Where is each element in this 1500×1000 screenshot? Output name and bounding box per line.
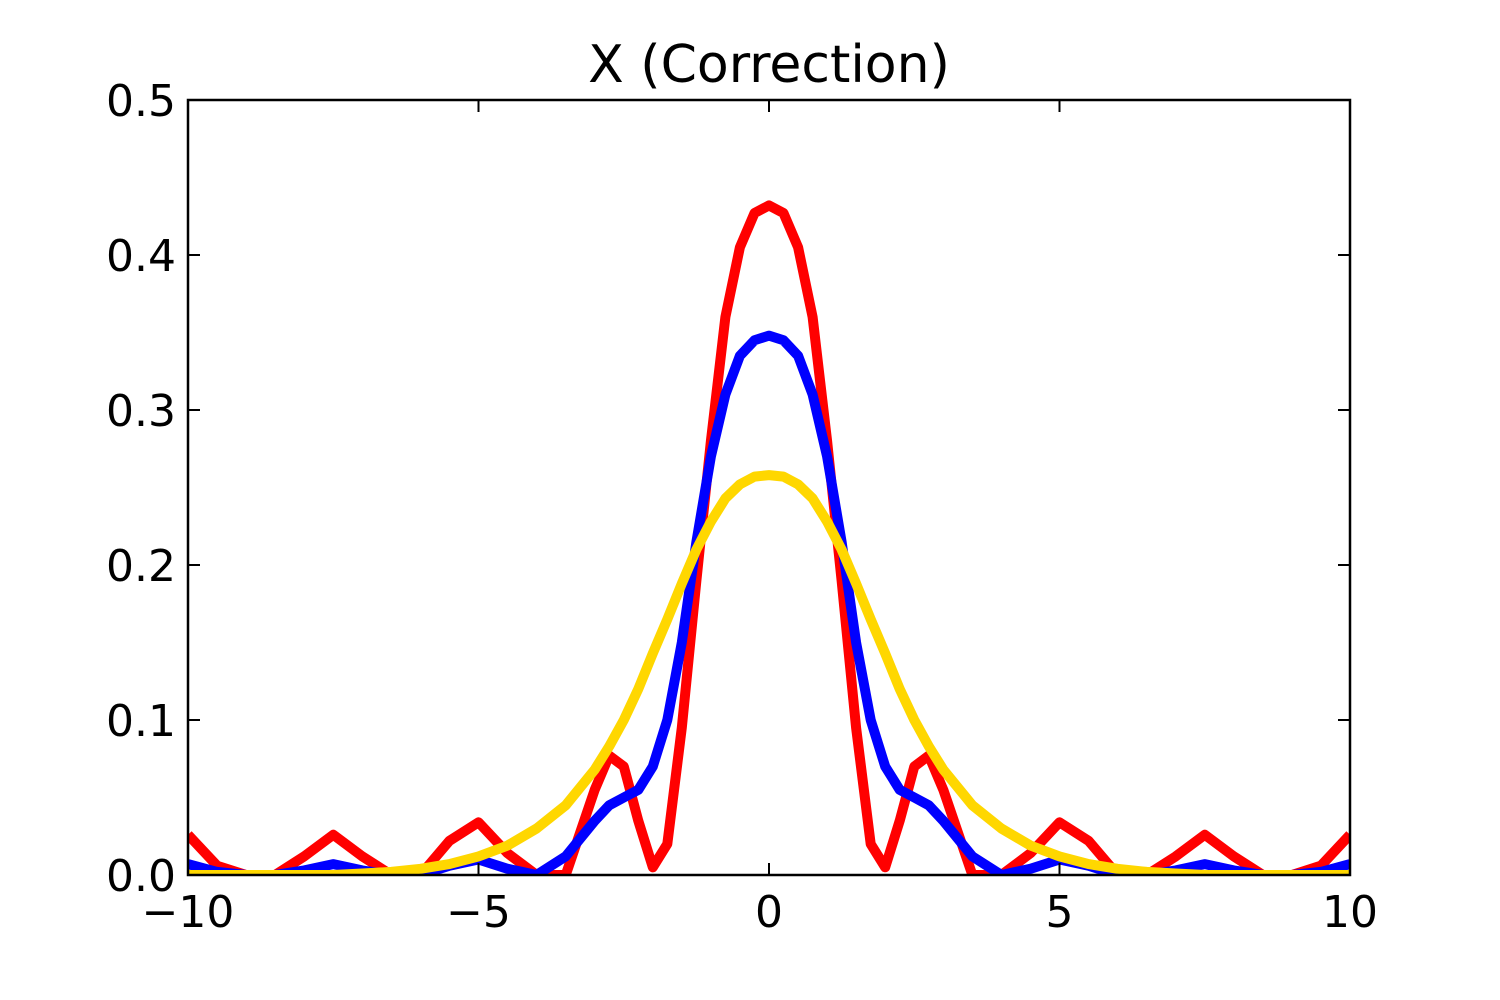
y-tick-label: 0.5 xyxy=(106,76,176,127)
series-line-1 xyxy=(188,200,1350,875)
x-tick-label: −5 xyxy=(446,887,511,938)
x-tick-label: −10 xyxy=(142,887,235,938)
y-tick-label: 0.3 xyxy=(106,386,176,437)
plot-frame xyxy=(186,98,1352,877)
ticks-layer xyxy=(187,99,1351,876)
series-layer xyxy=(188,200,1350,875)
tick-labels: −10 −5 0 5 10 0.0 0.1 0.2 0.3 0.4 0.5 xyxy=(106,76,1378,938)
x-tick-label: 0 xyxy=(755,887,783,938)
x-tick-label: 5 xyxy=(1046,887,1074,938)
chart-title: X (Correction) xyxy=(588,35,950,95)
y-tick-label: 0.4 xyxy=(106,231,176,282)
series-line-3 xyxy=(188,470,1350,875)
y-tick-label: 0.2 xyxy=(106,541,176,592)
y-tick-label: 0.1 xyxy=(106,696,176,747)
series-line-2 xyxy=(188,330,1350,875)
x-tick-label: 10 xyxy=(1322,887,1378,938)
y-tick-label: 0.0 xyxy=(106,851,176,902)
